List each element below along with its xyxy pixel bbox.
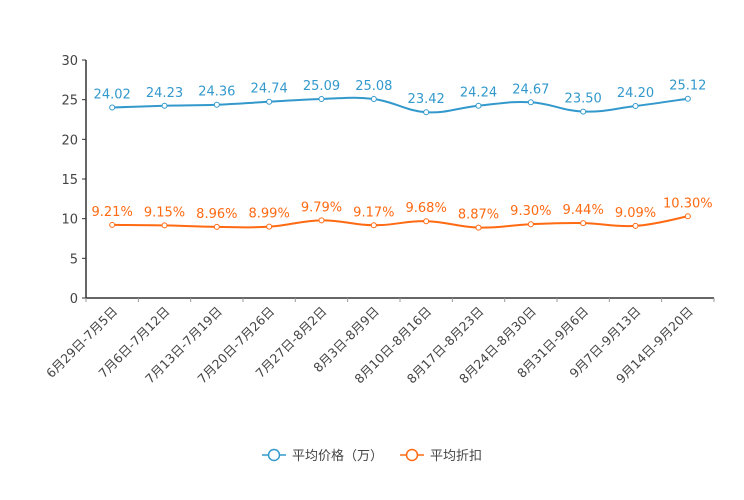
data-label: 8.96% (196, 207, 237, 222)
data-point (632, 222, 639, 229)
data-label: 25.12 (669, 79, 706, 94)
data-label: 9.30% (510, 204, 551, 219)
data-point (266, 223, 273, 230)
y-tick-label: 20 (61, 133, 78, 148)
legend-marker (267, 448, 281, 462)
data-label: 9.17% (353, 205, 394, 220)
data-point (318, 95, 325, 102)
data-point (161, 222, 168, 229)
data-point (527, 221, 534, 228)
data-label: 24.02 (94, 87, 131, 102)
data-point (580, 108, 587, 115)
y-tick-label: 30 (61, 54, 78, 69)
data-label: 9.15% (144, 205, 185, 220)
data-label: 8.99% (249, 207, 290, 222)
data-point (684, 213, 691, 220)
data-label: 9.44% (563, 203, 604, 218)
data-point (632, 103, 639, 110)
data-label: 25.08 (355, 79, 392, 94)
data-point (213, 223, 220, 230)
series-line-0 (112, 96, 688, 114)
data-label: 24.67 (512, 82, 549, 97)
y-tick-label: 15 (61, 173, 78, 188)
data-point (684, 95, 691, 102)
legend-label[interactable]: 平均价格（万） (292, 448, 383, 464)
legend-label[interactable]: 平均折扣 (430, 449, 482, 464)
data-label: 9.09% (615, 206, 656, 221)
y-tick-label: 10 (61, 213, 78, 228)
data-label: 24.74 (251, 82, 288, 97)
data-label: 8.87% (458, 208, 499, 223)
data-point (213, 101, 220, 108)
data-point (423, 218, 430, 225)
series-line-1 (112, 215, 689, 229)
data-label: 25.09 (303, 79, 340, 94)
data-point (475, 102, 482, 109)
data-point (109, 104, 116, 111)
legend-marker (405, 448, 419, 462)
data-point (423, 109, 430, 116)
data-point (109, 221, 116, 228)
data-point (266, 98, 273, 105)
data-point (527, 99, 534, 106)
data-label: 10.30% (663, 196, 713, 211)
data-label: 9.79% (301, 200, 342, 215)
y-tick-label: 5 (70, 252, 78, 267)
data-label: 9.68% (406, 201, 447, 216)
data-point (370, 96, 377, 103)
data-point (580, 220, 587, 227)
data-label: 9.21% (92, 205, 133, 220)
data-point (370, 222, 377, 229)
data-label: 23.42 (408, 92, 445, 107)
data-point (475, 224, 482, 231)
data-label: 24.20 (617, 86, 654, 101)
data-label: 24.36 (198, 85, 235, 100)
y-tick-label: 0 (70, 292, 78, 307)
data-point (161, 102, 168, 109)
data-point (318, 217, 325, 224)
data-label: 23.50 (565, 92, 602, 107)
data-label: 24.24 (460, 86, 497, 101)
data-label: 24.23 (146, 86, 183, 101)
y-tick-label: 25 (61, 94, 78, 109)
